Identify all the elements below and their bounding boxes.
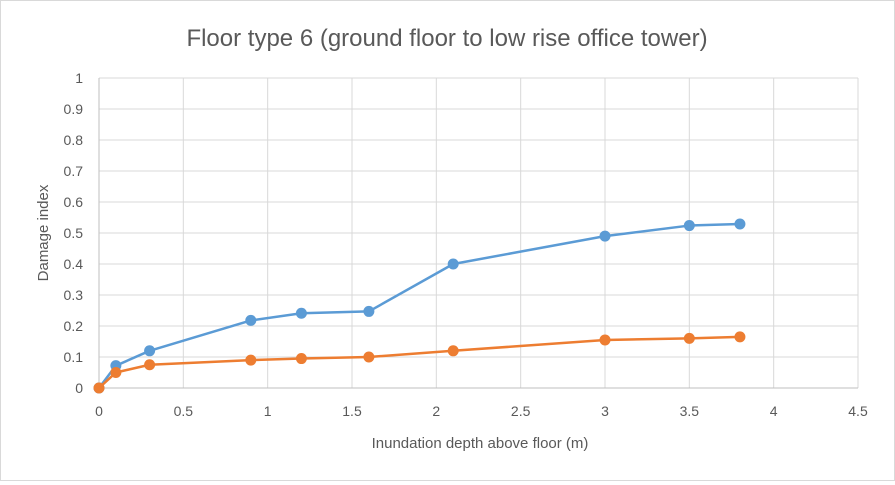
data-point-2 bbox=[295, 353, 307, 365]
data-point-2 bbox=[447, 345, 459, 357]
x-tick-label: 4 bbox=[770, 403, 778, 419]
y-tick-label: 0.4 bbox=[64, 256, 84, 272]
y-tick-label: 0.3 bbox=[64, 287, 84, 303]
x-tick-label: 2 bbox=[432, 403, 440, 419]
x-tick-labels: 0 0.5 1 1.5 2 2.5 3 3.5 4 4.5 bbox=[95, 403, 868, 419]
x-tick-label: 4.5 bbox=[848, 403, 868, 419]
data-point-1 bbox=[447, 258, 459, 270]
y-tick-label: 0.6 bbox=[64, 194, 84, 210]
data-point-1 bbox=[683, 220, 695, 232]
x-tick-label: 0.5 bbox=[174, 403, 194, 419]
y-axis-title: Damage index bbox=[35, 184, 52, 281]
chart-title: Floor type 6 (ground floor to low rise o… bbox=[186, 25, 707, 52]
data-point-1 bbox=[599, 230, 611, 242]
y-tick-label: 0.2 bbox=[64, 318, 84, 334]
data-point-2 bbox=[734, 331, 746, 343]
data-point-2 bbox=[245, 354, 257, 366]
data-point-1 bbox=[245, 314, 257, 326]
data-point-1 bbox=[295, 307, 307, 319]
y-tick-label: 0.8 bbox=[64, 132, 84, 148]
series-layer bbox=[93, 218, 746, 394]
data-point-2 bbox=[144, 359, 156, 371]
gridlines bbox=[99, 77, 859, 388]
data-point-1 bbox=[363, 305, 375, 317]
y-tick-label: 0.7 bbox=[64, 163, 84, 179]
x-tick-label: 1.5 bbox=[342, 403, 362, 419]
data-point-2 bbox=[683, 332, 695, 344]
x-tick-label: 3.5 bbox=[680, 403, 700, 419]
y-tick-label: 0.1 bbox=[64, 349, 84, 365]
data-point-2 bbox=[93, 382, 105, 394]
series-line-1 bbox=[98, 222, 740, 389]
x-tick-label: 3 bbox=[601, 403, 609, 419]
x-tick-label: 1 bbox=[264, 403, 272, 419]
y-tick-label: 1 bbox=[75, 70, 83, 86]
y-tick-labels: 0 0.1 0.2 0.3 0.4 0.5 0.6 0.7 0.8 0.9 1 bbox=[64, 70, 84, 396]
data-point-2 bbox=[110, 367, 122, 378]
series-line-2 bbox=[98, 335, 740, 389]
data-point-2 bbox=[599, 334, 611, 346]
data-point-1 bbox=[734, 218, 746, 230]
data-point-1 bbox=[144, 345, 156, 357]
x-tick-label: 0 bbox=[95, 403, 103, 419]
x-axis-title: Inundation depth above floor (m) bbox=[372, 435, 589, 452]
y-tick-label: 0.5 bbox=[64, 225, 84, 241]
axes bbox=[98, 78, 858, 389]
data-point-2 bbox=[363, 351, 375, 363]
x-tick-label: 2.5 bbox=[511, 403, 531, 419]
y-tick-label: 0 bbox=[75, 380, 83, 396]
y-tick-label: 0.9 bbox=[64, 101, 84, 117]
